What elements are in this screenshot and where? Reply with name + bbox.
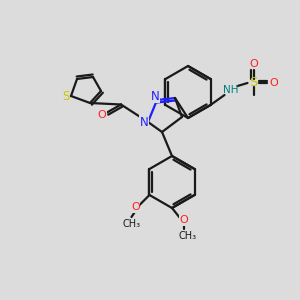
Text: CH₃: CH₃ — [179, 231, 197, 241]
Text: O: O — [180, 215, 188, 225]
Text: N: N — [151, 89, 159, 103]
Text: O: O — [131, 202, 140, 212]
Text: O: O — [269, 78, 278, 88]
Text: N: N — [140, 116, 148, 128]
Text: O: O — [249, 59, 258, 69]
Text: S: S — [249, 76, 258, 89]
Text: S: S — [62, 89, 70, 103]
Text: CH₃: CH₃ — [122, 219, 140, 229]
Text: O: O — [98, 110, 106, 121]
Text: NH: NH — [223, 85, 238, 95]
